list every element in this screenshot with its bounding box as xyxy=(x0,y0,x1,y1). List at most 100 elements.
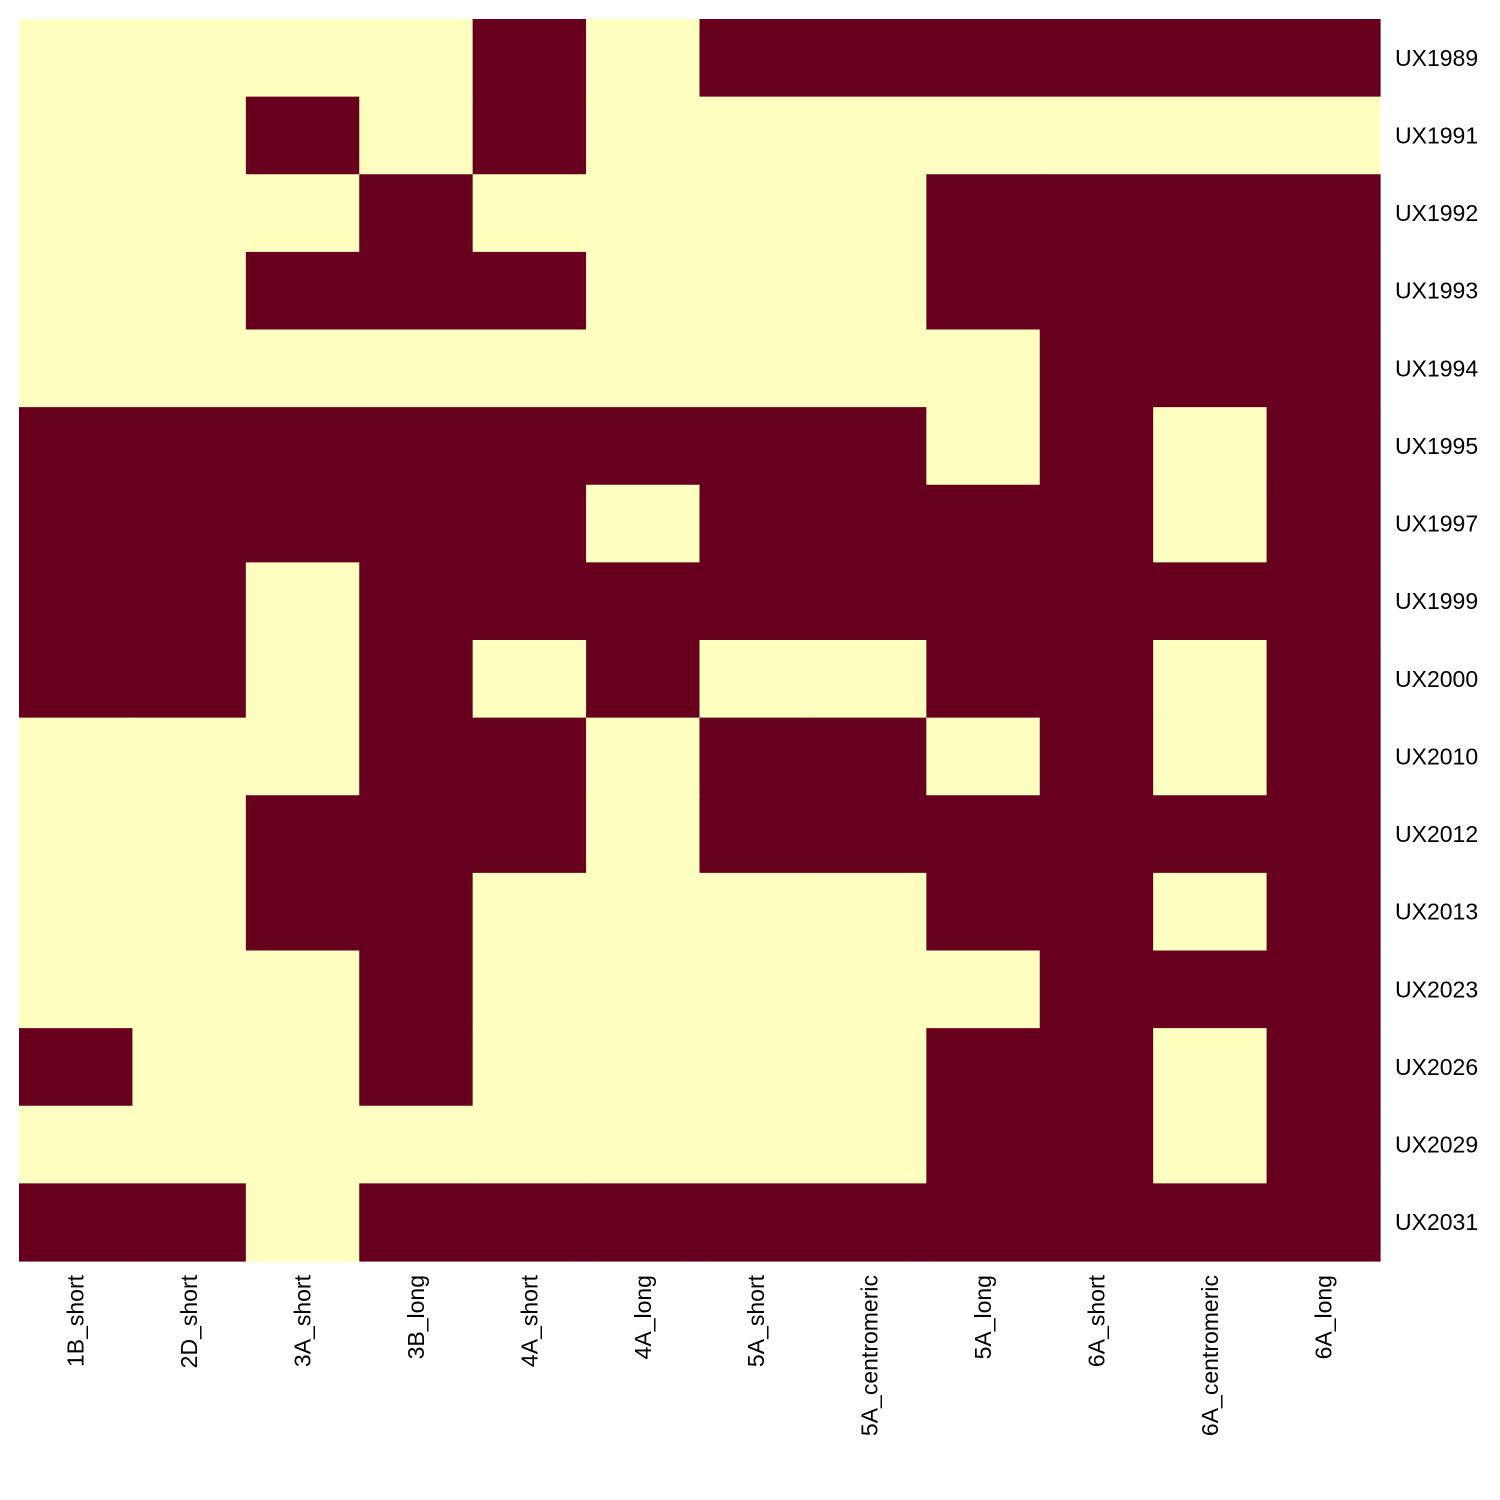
heatmap-cell xyxy=(586,1028,701,1107)
heatmap-cell xyxy=(812,950,927,1029)
heatmap-cell xyxy=(812,717,927,796)
heatmap-cell xyxy=(699,19,814,98)
heatmap-cell xyxy=(1153,1105,1268,1184)
heatmap-cell xyxy=(926,96,1041,175)
heatmap-cell xyxy=(472,717,587,796)
row-label: UX1999 xyxy=(1395,588,1478,614)
heatmap-cell xyxy=(19,795,134,874)
row-label: UX1989 xyxy=(1395,45,1478,71)
heatmap-cell xyxy=(245,1183,360,1262)
heatmap-cell xyxy=(926,717,1041,796)
heatmap-cell xyxy=(472,1183,587,1262)
heatmap-cell xyxy=(812,407,927,486)
heatmap-cell xyxy=(19,1183,134,1262)
heatmap-cell xyxy=(1039,562,1154,641)
heatmap-cell xyxy=(359,1105,474,1184)
heatmap-cell xyxy=(132,329,247,408)
heatmap-cell xyxy=(1153,795,1268,874)
row-label: UX1994 xyxy=(1395,355,1478,381)
heatmap-cell xyxy=(132,950,247,1029)
heatmap-cell xyxy=(699,717,814,796)
row-label: UX2026 xyxy=(1395,1054,1478,1080)
heatmap-cell xyxy=(1039,407,1154,486)
heatmap-cell xyxy=(245,872,360,952)
heatmap-cell xyxy=(245,174,360,253)
heatmap-cell xyxy=(245,795,360,874)
heatmap-cell xyxy=(359,1028,474,1107)
heatmap-cell xyxy=(245,407,360,486)
heatmap-cell xyxy=(699,872,814,952)
heatmap-cell xyxy=(19,562,134,641)
heatmap-cell xyxy=(132,795,247,874)
heatmap-cell xyxy=(1153,1183,1268,1262)
row-labels: UX1989 UX1991 UX1992 UX1993 UX1994 UX1995 UX19… xyxy=(1395,45,1478,1235)
heatmap-cell xyxy=(132,19,247,98)
heatmap-cell xyxy=(1153,1028,1268,1107)
heatmap-cell xyxy=(926,251,1041,331)
heatmap-cell xyxy=(586,96,701,175)
row-label: UX2023 xyxy=(1395,976,1478,1002)
heatmap-cell xyxy=(1153,407,1268,486)
heatmap-cell xyxy=(699,251,814,331)
heatmap-cell xyxy=(586,251,701,331)
row-label: UX2031 xyxy=(1395,1209,1478,1235)
heatmap-cell xyxy=(472,96,587,175)
heatmap-cell xyxy=(1266,1028,1381,1107)
heatmap-cell xyxy=(1266,1183,1381,1262)
heatmap-cell xyxy=(812,872,927,952)
heatmap-cell xyxy=(132,872,247,952)
heatmap-cell xyxy=(472,329,587,408)
heatmap-cell xyxy=(1153,562,1268,641)
column-label: 1B_short xyxy=(63,1274,89,1367)
heatmap-cell xyxy=(472,950,587,1029)
heatmap-cell xyxy=(586,795,701,874)
heatmap-cell xyxy=(359,1183,474,1262)
heatmap-cell xyxy=(699,1183,814,1262)
heatmap-cell xyxy=(19,174,134,253)
heatmap-cell xyxy=(1266,329,1381,408)
heatmap-cell xyxy=(812,484,927,563)
heatmap-cell xyxy=(1266,795,1381,874)
heatmap-cell xyxy=(586,717,701,796)
heatmap-cell xyxy=(926,1028,1041,1107)
heatmap-cell xyxy=(699,1028,814,1107)
heatmap-cell xyxy=(926,1183,1041,1262)
heatmap-cell xyxy=(699,795,814,874)
heatmap-cell xyxy=(812,1105,927,1184)
heatmap-cell xyxy=(359,174,474,253)
column-label: 5A_centromeric xyxy=(857,1275,883,1436)
heatmap-cell xyxy=(19,251,134,331)
heatmap-cell xyxy=(1153,251,1268,331)
column-label: 2D_short xyxy=(176,1274,202,1368)
heatmap-cell xyxy=(812,174,927,253)
heatmap-cell xyxy=(586,407,701,486)
heatmap-cell xyxy=(812,1183,927,1262)
heatmap-cell xyxy=(472,872,587,952)
heatmap-cell xyxy=(1039,484,1154,563)
row-label: UX1995 xyxy=(1395,433,1478,459)
heatmap-cell xyxy=(1266,717,1381,796)
heatmap-cell xyxy=(245,717,360,796)
heatmap-cell xyxy=(586,484,701,563)
row-label: UX1992 xyxy=(1395,200,1478,226)
row-label: UX2010 xyxy=(1395,743,1478,769)
heatmap-cell xyxy=(19,717,134,796)
heatmap-cell xyxy=(1266,484,1381,563)
heatmap-cell xyxy=(359,19,474,98)
heatmap-cell xyxy=(699,329,814,408)
heatmap-cell xyxy=(926,1105,1041,1184)
heatmap-cell xyxy=(359,96,474,175)
heatmap-cell xyxy=(359,640,474,719)
heatmap-cell xyxy=(926,795,1041,874)
heatmap-cell xyxy=(586,950,701,1029)
heatmap-cell xyxy=(472,19,587,98)
heatmap-cell xyxy=(812,640,927,719)
heatmap-cell xyxy=(19,96,134,175)
heatmap-cell xyxy=(472,1028,587,1107)
column-label: 4A_short xyxy=(516,1274,542,1367)
column-label: 6A_centromeric xyxy=(1197,1275,1223,1436)
heatmap-cell xyxy=(132,407,247,486)
heatmap-cell xyxy=(359,484,474,563)
heatmap-cell xyxy=(1266,950,1381,1029)
